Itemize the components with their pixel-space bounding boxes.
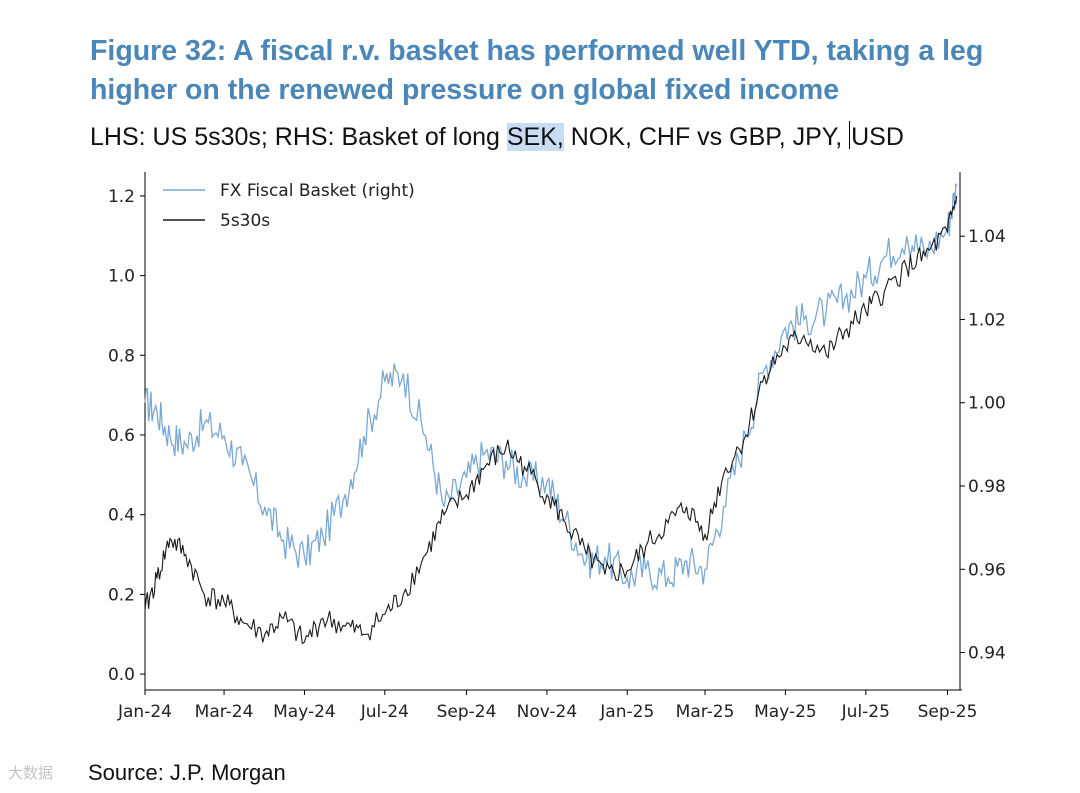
subtitle-selected-text: SEK, [506, 123, 564, 151]
x-tick-label: May-24 [273, 702, 336, 722]
right-tick-label: 1.02 [968, 310, 1006, 330]
left-tick-label: 0.4 [108, 506, 135, 526]
chart-title: Figure 32: A fiscal r.v. basket has perf… [90, 35, 984, 106]
x-tick-label: May-25 [754, 702, 817, 722]
left-tick-label: 0.8 [108, 346, 135, 366]
right-tick-label: 0.96 [968, 560, 1006, 580]
right-tick-label: 1.00 [968, 394, 1006, 414]
subtitle-part-1: LHS: US 5s30s; RHS: Basket of long [90, 123, 507, 151]
subtitle-part-3: USD [851, 123, 904, 151]
right-tick-label: 1.04 [968, 227, 1006, 247]
watermark-logo: 大数据 [8, 764, 54, 782]
chart-series-lines [144, 183, 958, 645]
chart-legend: FX Fiscal Basket (right) 5s30s [163, 181, 415, 231]
subtitle-part-2: NOK, CHF vs GBP, JPY, [563, 123, 850, 151]
x-tick-label: Jan-25 [599, 702, 654, 722]
left-tick-label: 1.0 [108, 267, 135, 287]
x-tick-label: Jan-24 [117, 702, 172, 722]
chart-axes: 0.0 0.2 0.4 0.6 0.8 1.0 1.2 0.94 0.96 0.98 1.00 1.0… [108, 172, 1006, 722]
x-tick-label: Nov-24 [517, 702, 578, 722]
chart-subtitle: LHS: US 5s30s; RHS: Basket of long SEK, … [90, 120, 904, 154]
x-tick-label: Mar-24 [195, 702, 254, 722]
right-tick-label: 0.94 [968, 644, 1006, 664]
legend-label: 5s30s [220, 211, 270, 231]
x-tick-label: Mar-25 [676, 702, 735, 722]
line-chart: 0.0 0.2 0.4 0.6 0.8 1.0 1.2 0.94 0.96 0.98 1.00 1.0… [108, 172, 1006, 722]
x-tick-label: Jul-25 [841, 702, 890, 722]
left-tick-label: 0.0 [108, 665, 135, 685]
x-tick-label: Jul-24 [360, 702, 409, 722]
left-tick-label: 0.2 [108, 585, 135, 605]
right-tick-label: 0.98 [968, 477, 1006, 497]
left-tick-label: 0.6 [108, 426, 135, 446]
x-tick-label: Sep-25 [918, 702, 978, 722]
fx-fiscal-basket-line [144, 183, 958, 592]
x-tick-label: Sep-24 [437, 702, 497, 722]
legend-label: FX Fiscal Basket (right) [220, 181, 415, 201]
5s30s-line [144, 195, 958, 645]
source-note: Source: J.P. Morgan [88, 760, 286, 785]
left-tick-label: 1.2 [108, 187, 135, 207]
text-caret [849, 121, 851, 149]
